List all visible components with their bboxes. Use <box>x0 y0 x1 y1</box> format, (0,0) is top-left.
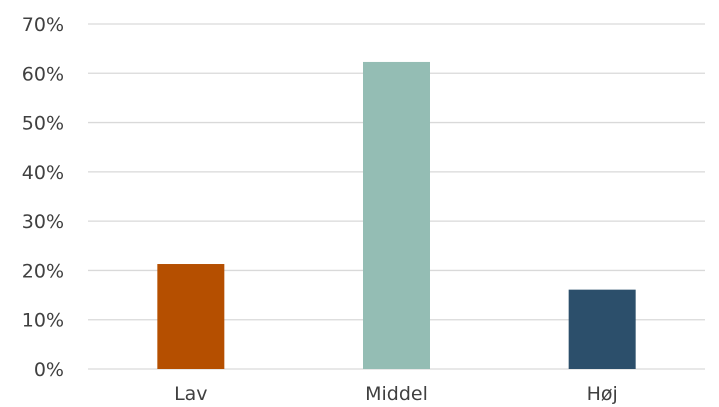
y-axis-tick-labels: 0% 10% 20% 30% 40% 50% 60% 70% <box>22 14 64 381</box>
x-category-label: Lav <box>174 383 207 405</box>
bar-lav <box>157 264 225 369</box>
y-tick-label: 10% <box>22 310 64 332</box>
y-tick-label: 20% <box>22 260 64 282</box>
bars <box>157 61 636 369</box>
x-category-label: Høj <box>587 383 618 405</box>
y-tick-label: 30% <box>22 211 64 233</box>
y-tick-label: 40% <box>22 162 64 184</box>
y-tick-label: 50% <box>22 113 64 135</box>
x-axis-category-labels: Lav Middel Høj <box>174 383 618 405</box>
x-category-label: Middel <box>365 383 428 405</box>
y-tick-label: 0% <box>34 359 64 381</box>
bar-høj <box>568 289 636 369</box>
y-tick-label: 70% <box>22 14 64 36</box>
y-tick-label: 60% <box>22 63 64 85</box>
bar-middel <box>363 61 430 369</box>
